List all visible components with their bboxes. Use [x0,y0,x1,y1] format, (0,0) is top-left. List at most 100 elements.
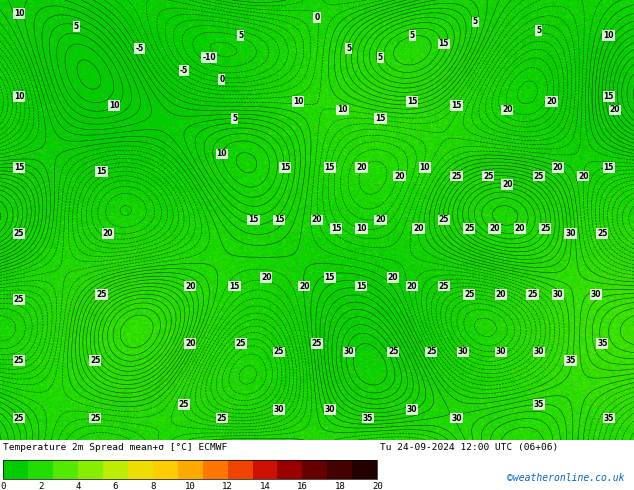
Text: 35: 35 [604,414,614,422]
Text: 25: 25 [527,290,538,299]
Text: 10: 10 [217,149,227,158]
Text: 25: 25 [96,290,107,299]
Text: 0: 0 [1,482,6,490]
Text: 5: 5 [232,114,237,123]
Bar [153,460,178,479]
Text: 30: 30 [344,347,354,357]
Text: 15: 15 [407,97,417,106]
Text: 25: 25 [236,339,246,348]
Text: 5: 5 [74,22,79,31]
Text: 15: 15 [604,163,614,172]
Text: 30: 30 [566,229,576,238]
Text: 35: 35 [597,339,607,348]
Text: 5: 5 [346,44,351,53]
Text: 20: 20 [547,97,557,106]
Text: 5: 5 [410,31,415,40]
Text: 25: 25 [14,229,24,238]
Text: 2: 2 [38,482,43,490]
Bar [3,460,377,479]
Text: 4: 4 [75,482,81,490]
Text: 20: 20 [496,290,506,299]
Text: 35: 35 [534,400,544,409]
Bar [3,460,28,479]
Text: 15: 15 [230,281,240,291]
Text: 20: 20 [261,273,271,282]
Bar [103,460,128,479]
Text: 15: 15 [439,40,449,49]
Text: 10: 10 [420,163,430,172]
Text: 10: 10 [337,105,347,115]
Text: 14: 14 [260,482,270,490]
Bar [178,460,203,479]
Text: 20: 20 [394,172,404,180]
Text: 20: 20 [312,216,322,224]
Text: 15: 15 [451,101,462,110]
Text: 25: 25 [388,347,398,357]
Text: 25: 25 [274,347,284,357]
Bar [78,460,103,479]
Text: 25: 25 [439,281,449,291]
Text: 15: 15 [325,163,335,172]
Text: 25: 25 [464,224,474,233]
Text: 5: 5 [238,31,243,40]
Text: 12: 12 [223,482,233,490]
Text: 20: 20 [185,281,195,291]
Text: 25: 25 [217,414,227,422]
Text: 25: 25 [439,216,449,224]
Text: 15: 15 [375,114,385,123]
Text: 25: 25 [451,172,462,180]
Text: 35: 35 [566,356,576,366]
Text: 0: 0 [314,13,320,22]
Bar [353,460,377,479]
Text: 5: 5 [378,53,383,62]
Text: Temperature 2m Spread mean+σ [°C] ECMWF: Temperature 2m Spread mean+σ [°C] ECMWF [3,442,228,451]
Text: 20: 20 [553,163,563,172]
Text: 15: 15 [356,281,366,291]
Text: 10: 10 [109,101,119,110]
Text: 20: 20 [578,172,588,180]
Text: 30: 30 [325,405,335,414]
Text: 25: 25 [90,414,100,422]
Text: 25: 25 [426,347,436,357]
Text: 15: 15 [249,216,259,224]
Text: 30: 30 [534,347,544,357]
Text: 20: 20 [502,180,512,189]
Text: 20: 20 [489,224,500,233]
Text: 10: 10 [356,224,366,233]
Text: 30: 30 [496,347,506,357]
Bar [228,460,252,479]
Text: 30: 30 [407,405,417,414]
Text: 30: 30 [274,405,284,414]
Text: 35: 35 [363,414,373,422]
Bar [128,460,153,479]
Bar [252,460,278,479]
Text: ©weatheronline.co.uk: ©weatheronline.co.uk [507,472,624,483]
Text: 25: 25 [14,356,24,366]
Text: 0: 0 [219,74,224,84]
Text: 20: 20 [610,105,620,115]
Text: Tu 24-09-2024 12:00 UTC (06+06): Tu 24-09-2024 12:00 UTC (06+06) [380,442,559,451]
Text: 30: 30 [591,290,601,299]
Text: 20: 20 [299,281,309,291]
Text: 10: 10 [604,31,614,40]
Text: 20: 20 [388,273,398,282]
Bar [203,460,228,479]
Text: 15: 15 [96,167,107,176]
Text: 30: 30 [451,414,462,422]
Text: 20: 20 [407,281,417,291]
Text: 6: 6 [113,482,118,490]
Text: 25: 25 [540,224,550,233]
Text: 25: 25 [14,414,24,422]
Text: 25: 25 [312,339,322,348]
Text: 5: 5 [473,18,478,26]
Text: 30: 30 [458,347,468,357]
Bar [28,460,53,479]
Text: 20: 20 [515,224,525,233]
Bar [302,460,327,479]
Text: 15: 15 [280,163,290,172]
Text: 15: 15 [14,163,24,172]
Text: 25: 25 [179,400,189,409]
Text: 10: 10 [14,92,24,101]
Text: 20: 20 [502,105,512,115]
Text: 25: 25 [534,172,544,180]
